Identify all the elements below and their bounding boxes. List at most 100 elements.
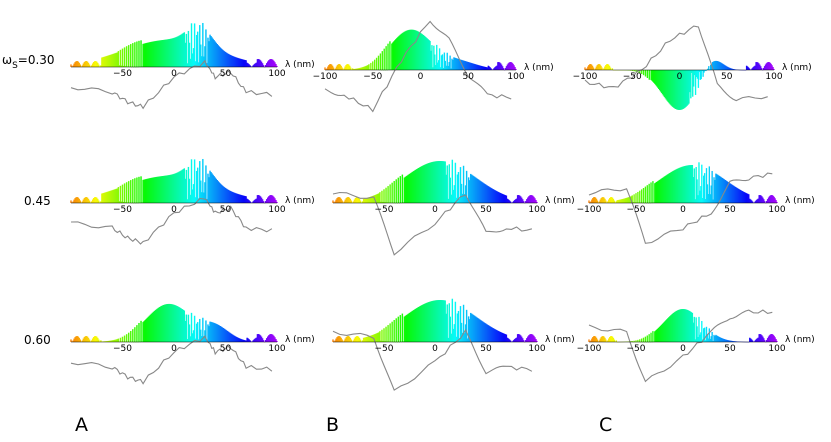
spectrum-bar	[717, 61, 719, 70]
spectrum-bar	[275, 339, 277, 342]
spectrum-bar	[458, 59, 461, 70]
spectrum-bar	[255, 337, 258, 342]
spectrum-bar	[500, 193, 503, 203]
spectrum-bar	[440, 55, 443, 70]
spectrum-bar	[376, 194, 378, 203]
spectrum-bar	[632, 202, 634, 203]
spectrum-bar	[727, 340, 729, 342]
spectrum-bar	[96, 61, 98, 67]
spectrum-bar	[264, 339, 267, 342]
spectrum-bar	[116, 188, 119, 203]
spectrum-bar	[112, 340, 114, 342]
spectrum-bar	[468, 180, 471, 203]
spectrum-bar	[504, 195, 507, 203]
spectrum-bar	[426, 38, 428, 70]
spectrum-bar	[599, 338, 601, 342]
spectrum-bar	[669, 70, 671, 105]
spectrum-bar	[625, 197, 628, 203]
spectrum-bar	[686, 165, 688, 203]
spectrum-bar	[460, 322, 463, 342]
spectrum-bar	[456, 58, 458, 70]
spectrum-bar	[207, 173, 209, 203]
spectrum-bar	[153, 41, 156, 67]
spectrum-bar	[615, 201, 617, 203]
spectrum-bar	[330, 64, 332, 70]
spectrum-bar	[595, 337, 598, 342]
spectrum-bar	[774, 198, 776, 203]
spectrum-bar	[144, 43, 146, 67]
spectrum-bar	[258, 334, 261, 342]
spectrum-bar	[112, 189, 114, 203]
column-label-b: B	[326, 414, 339, 436]
spectrum-bar	[176, 36, 178, 67]
spectrum-bar	[172, 38, 174, 67]
spectrum-bar	[75, 197, 77, 203]
spectrum-bar	[86, 61, 89, 67]
spectrum-bar	[268, 196, 270, 203]
spectrum-bar	[531, 195, 533, 203]
x-tick-label: 0	[171, 344, 177, 354]
spectrum-bar	[84, 336, 87, 342]
spectrum-bar	[750, 200, 753, 203]
spectrum-bar	[238, 58, 240, 67]
spectrum-bar	[398, 35, 401, 70]
spectrum-bar	[401, 174, 404, 203]
spectrum-bar	[249, 340, 251, 342]
spectrum-bar	[664, 70, 666, 99]
spectrum-bar	[676, 70, 679, 110]
spectrum-bar	[652, 70, 654, 82]
spectrum-bar	[433, 300, 435, 342]
spectrum-bar	[486, 324, 488, 342]
spectrum-bar	[209, 170, 211, 203]
spectrum-bar	[646, 70, 649, 79]
spectrum-bar	[703, 70, 705, 73]
spectrum-bar	[397, 316, 399, 342]
spectrum-bar	[466, 338, 469, 342]
spectrum-bar	[603, 336, 605, 342]
spectrum-bar	[527, 197, 529, 203]
spectrum-bar	[692, 70, 694, 97]
spectrum-bar	[132, 43, 134, 67]
spectrum-bar	[85, 336, 88, 342]
spectrum-bar	[162, 175, 165, 203]
spectrum-bar	[411, 171, 414, 203]
spectrum-bar	[506, 64, 509, 70]
spectrum-bar	[686, 309, 688, 342]
spectrum-bar	[512, 340, 515, 342]
spectrum-bar	[641, 70, 643, 75]
spectrum-bar	[78, 198, 80, 203]
spectrum-bar	[674, 70, 676, 109]
spectrum-bar	[117, 51, 120, 67]
spectrum-bar	[404, 176, 407, 203]
spectrum-bar	[448, 164, 450, 203]
spectrum-bar	[475, 64, 477, 70]
x-tick-label: −100	[577, 344, 602, 354]
spectrum-bar	[154, 177, 157, 203]
spectrum-bar	[383, 48, 385, 70]
spectrum-bar	[664, 320, 666, 342]
spectrum-bar	[683, 309, 685, 342]
spectrum-bar	[504, 334, 507, 342]
spectrum-bar	[75, 61, 77, 67]
spectrum-bar	[423, 165, 425, 203]
spectrum-bar	[605, 200, 607, 203]
spectrum-bar	[678, 70, 681, 110]
spectrum-bar	[169, 38, 171, 67]
spectrum-bar	[756, 199, 758, 203]
spectrum-bar	[687, 70, 689, 105]
spectrum-bar	[466, 61, 468, 70]
spectrum-bar	[180, 170, 182, 203]
spectrum-bar	[514, 67, 516, 70]
spectrum-bar	[753, 66, 755, 70]
spectrum-bar	[230, 191, 233, 203]
spectrum-bar	[485, 323, 487, 342]
spectrum-bar	[428, 302, 430, 342]
spectrum-bar	[83, 337, 86, 342]
spectrum-bar	[167, 175, 169, 203]
spectrum-bar	[483, 183, 485, 203]
spectrum-bar	[226, 189, 229, 203]
spectrum-bar	[733, 185, 735, 203]
spectrum-bar	[589, 64, 591, 70]
